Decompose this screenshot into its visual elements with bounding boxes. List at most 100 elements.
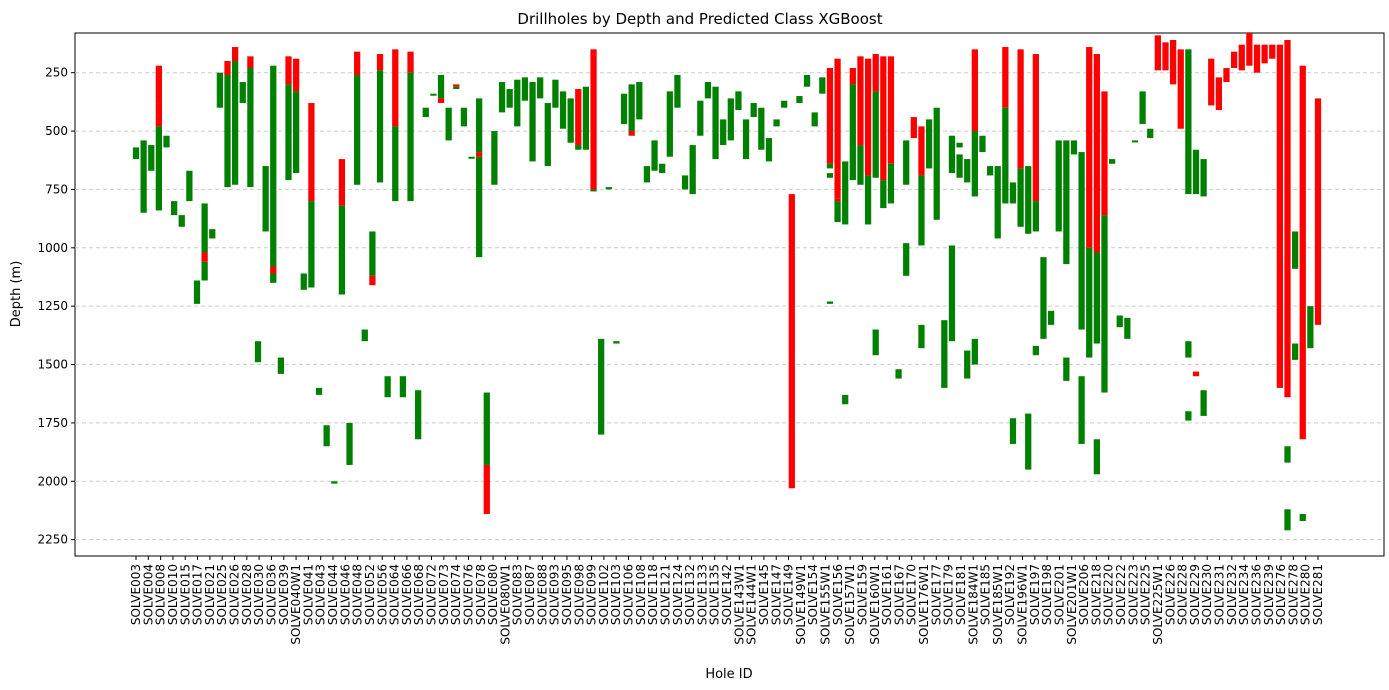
x-tick-label: SOLVE232 bbox=[1225, 564, 1239, 625]
depth-segment bbox=[864, 58, 872, 176]
depth-segment bbox=[819, 77, 826, 94]
x-tick-label: SOLVE102 bbox=[597, 564, 611, 625]
depth-segment bbox=[300, 273, 307, 290]
depth-segment bbox=[407, 51, 414, 73]
depth-segment bbox=[1291, 231, 1299, 269]
depth-segment bbox=[293, 58, 300, 92]
x-tick-label: SOLVE039 bbox=[277, 564, 291, 625]
depth-segment bbox=[590, 49, 597, 190]
y-axis-label: Depth (m) bbox=[9, 261, 24, 328]
depth-segment bbox=[1093, 252, 1100, 344]
depth-segment bbox=[171, 201, 178, 216]
x-tick-label: SOLVE239 bbox=[1262, 564, 1276, 625]
x-tick-label: SOLVE025 bbox=[215, 564, 229, 625]
x-tick-label: SOLVE179 bbox=[942, 564, 956, 625]
x-tick-label: SOLVE133 bbox=[695, 564, 709, 625]
depth-segment bbox=[293, 91, 300, 174]
depth-segment bbox=[956, 154, 963, 178]
depth-segment bbox=[1093, 54, 1100, 253]
depth-segment bbox=[948, 245, 956, 342]
depth-segment bbox=[453, 84, 460, 87]
depth-segment bbox=[887, 56, 895, 164]
depth-segment bbox=[224, 75, 231, 188]
depth-segment bbox=[964, 350, 971, 379]
x-tick-label: SOLVE003 bbox=[129, 564, 143, 625]
x-tick-label: SOLVE223 bbox=[1126, 564, 1140, 625]
depth-segment bbox=[1063, 357, 1070, 381]
depth-segment bbox=[742, 119, 750, 160]
depth-segment bbox=[1253, 44, 1261, 73]
depth-segment bbox=[338, 205, 346, 295]
depth-segment bbox=[613, 341, 620, 344]
depth-segment bbox=[925, 119, 933, 169]
x-tick-label: SOLVE197 bbox=[1028, 564, 1042, 625]
depth-segment bbox=[826, 68, 834, 164]
x-tick-label: SOLVE106 bbox=[622, 564, 636, 625]
x-tick-label: SOLVE124 bbox=[671, 564, 685, 625]
depth-segment bbox=[468, 156, 475, 159]
depth-segment bbox=[148, 145, 155, 171]
x-tick-label: SOLVE144W1 bbox=[745, 564, 759, 645]
depth-segment bbox=[918, 126, 925, 176]
depth-segment bbox=[392, 49, 399, 127]
depth-segment bbox=[308, 201, 315, 288]
x-tick-label: SOLVE064 bbox=[388, 564, 402, 625]
depth-segment bbox=[773, 119, 780, 127]
depth-segment bbox=[186, 170, 193, 202]
x-tick-label: SOLVE041 bbox=[301, 564, 315, 625]
depth-segment bbox=[178, 215, 185, 227]
depth-segment bbox=[582, 86, 590, 150]
x-tick-label: SOLVE080W1 bbox=[498, 564, 512, 645]
depth-segment bbox=[872, 91, 879, 178]
x-tick-label: SOLVE280 bbox=[1299, 564, 1313, 625]
depth-segment bbox=[323, 425, 330, 447]
depth-segment bbox=[910, 117, 917, 139]
depth-segment bbox=[834, 201, 841, 223]
depth-segment bbox=[1192, 149, 1200, 195]
depth-segment bbox=[598, 338, 605, 435]
x-tick-label: SOLVE218 bbox=[1089, 564, 1103, 625]
x-tick-label: SOLVE118 bbox=[646, 564, 660, 625]
x-tick-label: SOLVE074 bbox=[449, 564, 463, 625]
depth-segment bbox=[803, 75, 811, 87]
x-tick-label: SOLVE083 bbox=[511, 564, 525, 625]
x-tick-label: SOLVE017 bbox=[191, 564, 205, 625]
depth-segment bbox=[1223, 68, 1230, 83]
x-tick-label: SOLVE201W1 bbox=[1065, 564, 1079, 645]
depth-segment bbox=[941, 320, 948, 388]
depth-segment bbox=[887, 163, 895, 204]
x-tick-label: SOLVE161 bbox=[880, 564, 894, 625]
depth-segment bbox=[247, 56, 254, 69]
depth-segment bbox=[933, 107, 940, 220]
depth-segment bbox=[1108, 159, 1116, 164]
depth-segment bbox=[971, 131, 978, 197]
depth-segment bbox=[681, 175, 689, 190]
depth-segment bbox=[704, 82, 712, 99]
x-tick-label: SOLVE066 bbox=[400, 564, 414, 625]
depth-segment bbox=[880, 56, 887, 181]
depth-segment bbox=[1284, 509, 1291, 531]
depth-segment bbox=[430, 93, 437, 96]
depth-segment bbox=[1131, 140, 1139, 143]
x-tick-label: SOLVE220 bbox=[1102, 564, 1116, 625]
x-tick-label: SOLVE108 bbox=[634, 564, 648, 625]
x-tick-label: SOLVE073 bbox=[437, 564, 451, 625]
depth-segment bbox=[216, 72, 224, 108]
x-tick-label: SOLVE010 bbox=[166, 564, 180, 625]
depth-segment bbox=[918, 324, 925, 349]
x-tick-label: SOLVE155W1 bbox=[819, 564, 833, 645]
depth-segment bbox=[659, 163, 666, 174]
depth-segment bbox=[1299, 513, 1306, 521]
depth-segment bbox=[636, 82, 643, 120]
depth-segment bbox=[460, 107, 468, 127]
depth-segment bbox=[1032, 54, 1039, 202]
x-tick-label: SOLVE177 bbox=[929, 564, 943, 625]
depth-segment bbox=[765, 138, 773, 162]
x-tick-label: SOLVE068 bbox=[412, 564, 426, 625]
depth-segment bbox=[369, 275, 376, 286]
depth-segment bbox=[834, 58, 841, 199]
depth-segment bbox=[1307, 306, 1314, 349]
depth-segment bbox=[1192, 371, 1200, 377]
x-tick-label: SOLVE206 bbox=[1077, 564, 1091, 625]
